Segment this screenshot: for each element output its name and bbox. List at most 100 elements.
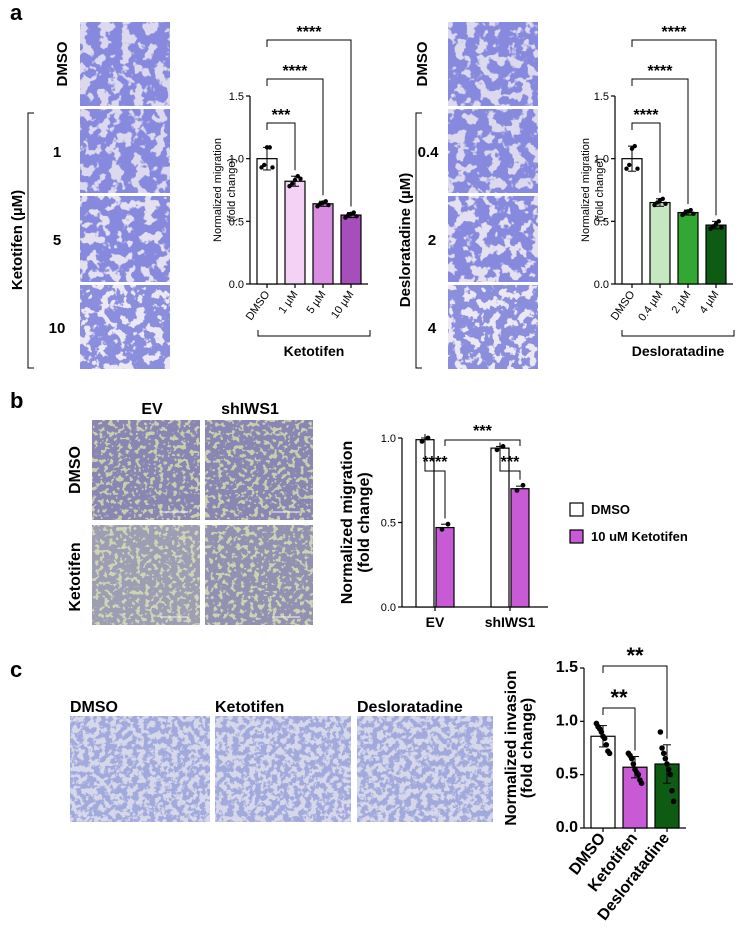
panel-c-micrographs [70,716,493,822]
significance-bracket [631,122,661,193]
data-point [500,444,506,449]
chart-invasion: 0.0 0.5 1.0 1.5 Normalized invasion (fold cha… [503,643,686,924]
y-tick-label: 1.0 [229,154,244,166]
row-label-b-dmso: DMSO [67,446,84,494]
significance-label: *** [473,423,492,440]
micrograph-2um-texture [448,196,538,282]
bar [340,214,362,285]
data-point [439,526,445,532]
micrograph-c-desloratadine-texture [357,716,493,822]
y-tick-label: 1.5 [556,659,578,676]
desloratadine-bracket [415,112,422,369]
significance-label: **** [662,24,688,41]
ketotifen-bracket [27,112,34,369]
y-tick-label: 1.0 [556,712,578,729]
y-axis-label: (fold change) [356,472,373,572]
y-axis-label: (fold change) [519,698,536,798]
data-point [267,145,272,150]
y-tick-label: 0.5 [381,518,396,530]
data-point [351,210,356,215]
y-tick-label: 1.0 [381,433,396,445]
y-axis-label: (fold change) [226,158,238,222]
significance-label: **** [297,24,323,41]
data-point [635,166,640,171]
y-axis-label: Normalized migration [580,138,592,242]
micrograph-shiws1-dmso-texture [205,420,313,520]
y-axis-label: Normalized migration [339,441,356,605]
legend-label-ketotifen: 10 uM Ketotifen [591,529,688,544]
row-label-5: 5 [53,232,61,249]
y-tick-label: 0.5 [556,766,578,783]
data-point [628,755,635,762]
x-tick-label: shIWS1 [485,614,536,630]
bar [649,201,671,285]
ketotifen-image-column [80,22,170,369]
data-point [635,771,642,778]
significance-bracket [602,707,636,751]
image-label-dmso: DMSO [70,699,118,716]
panel-label-c: c [10,657,22,682]
x-tick-label: DMSO [609,288,638,322]
micrograph-shiws1-ketotifen-texture [205,525,313,625]
panel-label-a: a [10,0,23,25]
micrograph-1um-texture [80,109,170,193]
x-tick-label: 10 µM [329,289,356,321]
y-tick-label: 1.5 [594,91,609,103]
bar [705,224,727,285]
micrograph-c-dmso-texture [70,716,210,822]
y-tick-label: 1.0 [594,154,609,166]
data-point [290,181,295,186]
significance-bracket [266,122,296,171]
micrograph-4um-texture [448,285,538,369]
col-label-ev: EV [141,401,163,418]
row-label-4: 4 [428,320,437,337]
data-point [627,162,632,168]
y-tick-label: 0.5 [594,216,609,228]
data-point [262,162,267,168]
y-tick-label: 1.5 [229,91,244,103]
micrograph-c-ketotifen-texture [215,716,351,822]
y-axis-label: (fold change) [594,158,606,222]
data-point [598,729,605,735]
significance-bracket [631,78,689,205]
group-label: Ketotifen [284,343,345,359]
x-tick-label: EV [426,614,445,630]
y-tick-label: 0.5 [229,216,244,228]
bar [490,447,510,608]
legend: DMSO 10 uM Ketotifen [569,502,688,544]
data-point [659,745,665,751]
significance-bracket [499,442,521,480]
data-point [603,742,610,748]
bar [677,211,699,285]
legend-label-dmso: DMSO [591,502,630,517]
chart-ketotifen-migration: 0.0 0.5 1.0 1.5 Normalized migration (fold ch… [212,24,371,359]
data-point [632,143,637,149]
data-point [270,165,275,170]
panel-label-b: b [10,388,23,413]
group-bracket [621,330,735,337]
data-point [660,750,667,757]
data-point [520,482,526,488]
data-point [354,214,359,219]
data-point [688,207,693,213]
desloratadine-um-label: Desloratadine (µM) [397,173,414,308]
data-point [292,177,298,183]
panel-b-micrographs [92,420,313,625]
ketotifen-um-label: Ketotifen (µM) [9,190,26,290]
data-point [514,487,520,493]
col-label-shiws1: shIWS1 [221,401,279,418]
y-tick-label: 0.0 [594,279,609,291]
significance-bracket [266,39,352,207]
data-point [667,771,674,778]
row-label-dmso-a1: DMSO [54,41,71,86]
bar [256,158,278,285]
row-label-2: 2 [428,232,436,249]
bar [312,203,334,285]
data-point [298,176,303,181]
data-point [606,750,613,757]
data-point [665,766,672,773]
significance-bracket [631,39,717,216]
image-label-desloratadine: Desloratadine [357,699,463,716]
significance-label: ** [626,643,644,668]
